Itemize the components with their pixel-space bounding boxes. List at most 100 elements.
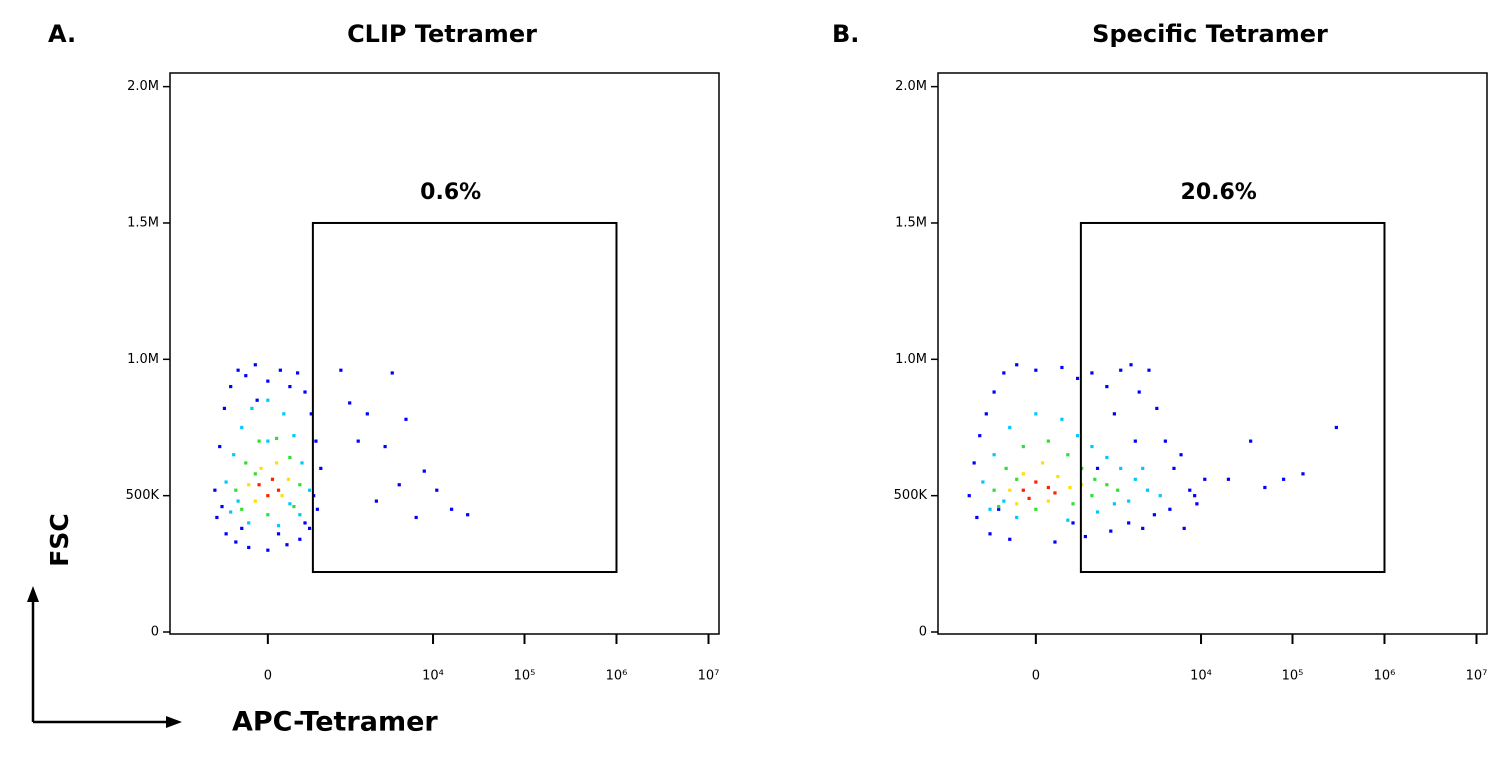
event-dot xyxy=(1188,488,1192,492)
event-dot xyxy=(1093,477,1097,481)
x-tick-label: 10⁷ xyxy=(698,669,720,684)
event-dot xyxy=(307,526,312,530)
y-arrowhead xyxy=(27,586,39,602)
event-dot xyxy=(253,499,257,503)
event-dot xyxy=(1163,439,1167,443)
event-dot xyxy=(988,507,992,511)
event-dot xyxy=(992,488,996,492)
event-dot xyxy=(1168,507,1172,511)
event-dot xyxy=(356,439,360,443)
event-dot xyxy=(240,526,244,530)
event-dot xyxy=(981,480,985,484)
event-dot xyxy=(1226,477,1231,481)
event-dot xyxy=(975,515,979,520)
event-dot xyxy=(1034,507,1038,511)
event-dot xyxy=(300,461,304,465)
panel-label: A. xyxy=(48,20,76,48)
event-dot xyxy=(315,507,319,511)
event-dot xyxy=(1095,466,1100,470)
event-dot xyxy=(1083,534,1087,539)
event-dot xyxy=(298,513,302,517)
event-dot xyxy=(292,504,296,509)
event-dot xyxy=(1008,425,1012,430)
event-dot xyxy=(244,461,248,465)
event-dot xyxy=(1334,425,1338,430)
event-dot xyxy=(1095,510,1100,514)
plot-frame xyxy=(169,72,720,635)
y-tick-label: 1.0M xyxy=(127,352,159,367)
event-dot xyxy=(240,507,244,511)
event-dot xyxy=(266,398,270,402)
event-dot xyxy=(280,494,284,498)
event-dot xyxy=(275,436,279,440)
gate xyxy=(311,221,618,574)
event-dot xyxy=(257,439,261,443)
event-dot xyxy=(1263,485,1267,490)
event-dot xyxy=(307,488,312,492)
event-dot xyxy=(1034,480,1038,484)
event-dot xyxy=(1053,491,1057,495)
event-dot xyxy=(1015,502,1019,506)
event-dot xyxy=(1015,477,1019,481)
event-dot xyxy=(422,469,426,473)
x-tick-label: 10⁴ xyxy=(422,669,444,684)
event-dot xyxy=(229,384,233,389)
event-dot xyxy=(1046,485,1050,490)
y-tick-label: 1.0M xyxy=(895,352,927,367)
event-dot xyxy=(1021,472,1025,476)
event-dot xyxy=(224,532,228,536)
event-dot xyxy=(390,371,394,375)
event-dot xyxy=(282,412,286,416)
y-axis-label: FSC xyxy=(45,513,74,566)
event-dot xyxy=(247,483,251,487)
x-tick-label: 10⁶ xyxy=(1374,669,1396,684)
event-dot xyxy=(303,521,307,525)
event-dot xyxy=(414,515,418,520)
gate xyxy=(1079,221,1386,574)
event-dot xyxy=(1152,513,1156,517)
event-dot xyxy=(1281,477,1286,481)
event-dot xyxy=(1008,537,1012,541)
event-dot xyxy=(1008,488,1012,492)
event-dot xyxy=(1141,526,1145,530)
event-dot xyxy=(1027,496,1031,500)
event-dot xyxy=(298,483,302,487)
x-axis-label: APC-Tetramer xyxy=(232,707,438,738)
event-dot xyxy=(253,363,257,367)
event-dot xyxy=(435,488,439,492)
event-dot xyxy=(295,371,300,375)
event-dot xyxy=(286,477,291,481)
event-dot xyxy=(1060,365,1064,370)
event-dot xyxy=(257,483,261,487)
event-dot xyxy=(234,540,238,544)
x-tick-label: 10⁵ xyxy=(514,669,536,684)
event-dot xyxy=(1133,439,1137,443)
gate-percent: 0.6% xyxy=(420,180,481,205)
event-dot xyxy=(984,412,988,416)
event-dot xyxy=(1090,444,1094,449)
event-dot xyxy=(1046,439,1050,443)
event-dot xyxy=(1060,417,1064,421)
event-dot xyxy=(266,513,270,517)
event-dot xyxy=(978,434,982,438)
event-dot xyxy=(383,444,387,449)
event-dot xyxy=(288,384,292,389)
y-tick-label: 2.0M xyxy=(895,79,927,94)
event-dot xyxy=(1145,488,1150,492)
event-dot xyxy=(967,494,971,498)
event-dot xyxy=(1182,526,1186,530)
event-dot xyxy=(992,390,996,394)
event-dot xyxy=(222,406,227,410)
event-dot xyxy=(1021,488,1025,492)
event-dot xyxy=(1105,384,1109,389)
event-dot xyxy=(1301,472,1305,476)
panel-title: Specific Tetramer xyxy=(1092,20,1328,48)
event-dot xyxy=(397,483,401,487)
event-dot xyxy=(1203,477,1207,481)
event-dot xyxy=(276,532,281,536)
event-dot xyxy=(288,502,292,506)
event-dot xyxy=(1119,466,1123,470)
event-dot xyxy=(466,513,470,517)
event-dot xyxy=(988,532,992,536)
x-arrowhead xyxy=(166,716,182,728)
